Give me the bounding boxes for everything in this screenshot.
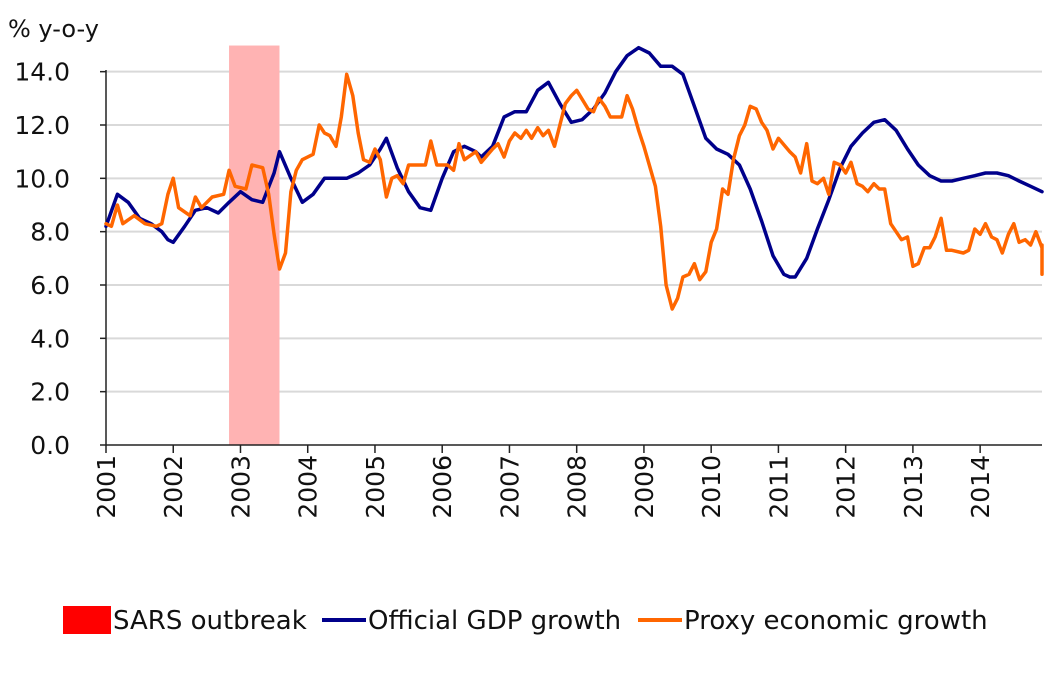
x-tick-label-2007: 2007 <box>495 455 524 519</box>
y-tick-label-10.0: 10.0 <box>14 164 70 193</box>
x-tick-label-2012: 2012 <box>832 455 861 519</box>
series-line-official-gdp-growth <box>104 45 1044 279</box>
x-tick-label-2011: 2011 <box>764 455 793 519</box>
series-line-proxy-economic-growth <box>104 72 1044 311</box>
series-lines <box>104 45 1044 311</box>
axes <box>105 70 1042 446</box>
x-tick-label-2008: 2008 <box>563 455 592 519</box>
x-tick-label-2001: 2001 <box>92 455 121 519</box>
y-tick-label-8.0: 8.0 <box>30 218 70 247</box>
x-tick-label-2005: 2005 <box>361 455 390 519</box>
x-tick-label-2002: 2002 <box>159 455 188 519</box>
shaded-region-sars <box>229 45 280 446</box>
x-axis-ticks: 2001 2002 2003 2004 2005 2006 2007 2008 2009 2010… <box>92 445 995 519</box>
y-tick-label-4.0: 4.0 <box>30 324 70 353</box>
x-tick-label-2004: 2004 <box>294 455 323 519</box>
legend-label-sars-outbreak: SARS outbreak <box>113 606 307 636</box>
x-tick-label-2013: 2013 <box>899 455 928 519</box>
y-axis-unit-label: % y-o-y <box>8 15 99 43</box>
x-tick-label-2014: 2014 <box>966 455 995 519</box>
y-axis-ticks: 0.0 2.0 4.0 6.0 8.0 10.0 12.0 14.0 <box>14 58 106 460</box>
x-tick-label-2006: 2006 <box>428 455 457 519</box>
x-tick-label-2009: 2009 <box>630 455 659 519</box>
legend-label-proxy-economic-growth: Proxy economic growth <box>684 606 988 636</box>
shaded-regions <box>229 45 280 446</box>
x-tick-label-2003: 2003 <box>226 455 255 519</box>
y-tick-label-2.0: 2.0 <box>30 378 70 407</box>
y-tick-label-14.0: 14.0 <box>14 58 70 87</box>
legend-swatch-sars-outbreak <box>63 606 111 634</box>
legend-label-official-gdp-growth: Official GDP growth <box>368 606 621 636</box>
y-tick-label-12.0: 12.0 <box>14 111 70 140</box>
y-tick-label-6.0: 6.0 <box>30 271 70 300</box>
y-tick-label-0.0: 0.0 <box>30 431 70 460</box>
x-tick-label-2010: 2010 <box>697 455 726 519</box>
legend: SARS outbreak Official GDP growth Proxy ec… <box>63 606 988 636</box>
